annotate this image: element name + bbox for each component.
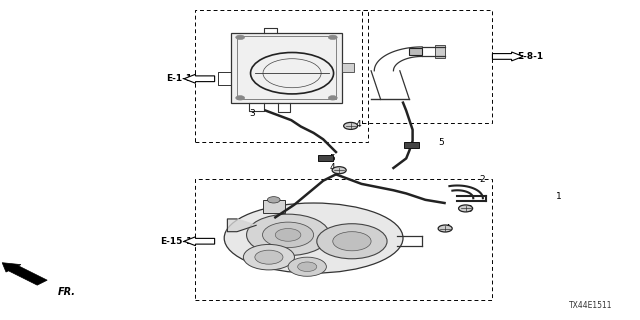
Bar [410, 48, 422, 55]
Bar [262, 200, 285, 212]
Circle shape [333, 232, 371, 251]
FancyArrow shape [184, 237, 214, 246]
Circle shape [275, 228, 301, 241]
Circle shape [246, 214, 330, 256]
Circle shape [268, 197, 280, 203]
Text: 4: 4 [445, 224, 450, 233]
FancyArrow shape [184, 74, 214, 83]
Circle shape [298, 262, 317, 271]
Circle shape [288, 257, 326, 276]
Text: E-1-1: E-1-1 [166, 74, 192, 83]
FancyArrow shape [492, 52, 523, 61]
Text: E-8-1: E-8-1 [516, 52, 543, 61]
Circle shape [317, 224, 387, 259]
Circle shape [328, 35, 337, 40]
Text: 5: 5 [330, 154, 335, 163]
Text: 5: 5 [438, 138, 444, 147]
Bar [237, 36, 336, 100]
Text: TX44E1511: TX44E1511 [569, 301, 612, 310]
Bar [404, 142, 419, 148]
Ellipse shape [224, 203, 403, 273]
Bar [362, 10, 492, 123]
Bar [342, 63, 354, 72]
Circle shape [438, 225, 452, 232]
Circle shape [262, 222, 314, 248]
Circle shape [328, 96, 337, 100]
Text: 4: 4 [355, 120, 361, 130]
Bar [195, 179, 492, 300]
Circle shape [344, 123, 358, 129]
Bar [195, 10, 368, 142]
Text: 3: 3 [250, 109, 255, 118]
FancyArrow shape [2, 263, 47, 285]
Text: E-15-1: E-15-1 [160, 237, 192, 246]
Bar [230, 33, 342, 103]
Bar [435, 45, 445, 58]
Circle shape [255, 250, 283, 264]
Circle shape [459, 205, 472, 212]
Bar [318, 155, 333, 161]
Text: FR.: FR. [58, 287, 76, 298]
Text: 1: 1 [556, 192, 562, 201]
Circle shape [236, 35, 244, 40]
Text: 4: 4 [467, 205, 472, 214]
Circle shape [243, 244, 294, 270]
Text: 4: 4 [330, 164, 335, 172]
Polygon shape [227, 219, 256, 232]
Circle shape [332, 167, 346, 174]
Text: 2: 2 [479, 175, 485, 184]
Circle shape [236, 96, 244, 100]
